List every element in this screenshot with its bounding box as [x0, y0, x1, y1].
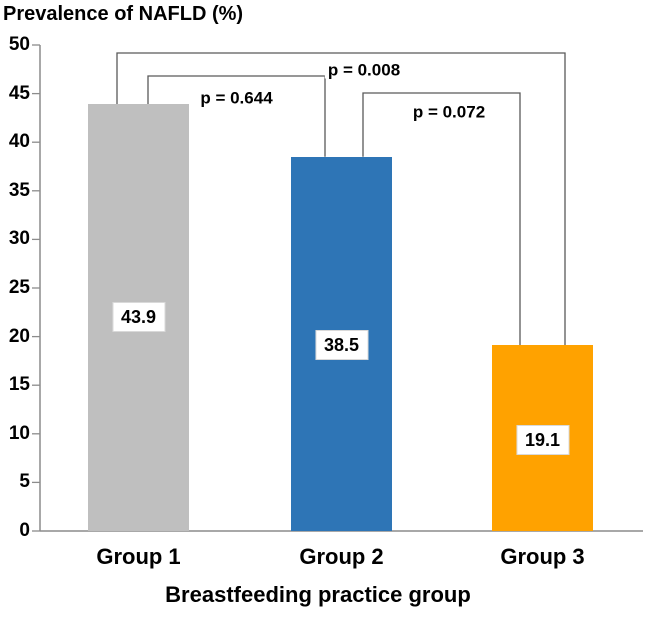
- y-axis-tick-label: 40: [8, 131, 30, 153]
- y-axis-tick-label: 5: [19, 471, 30, 493]
- y-axis-tick-label: 35: [8, 179, 30, 201]
- bar-value-label: 43.9: [111, 302, 166, 332]
- y-axis-tick-label: 50: [8, 34, 30, 56]
- bar-value-label: 38.5: [314, 330, 369, 360]
- x-axis-label-group-3: Group 3: [500, 544, 585, 569]
- y-axis-tick-label: 30: [8, 228, 30, 250]
- y-axis-tick-label: 25: [8, 277, 30, 299]
- bar-value-label: 19.1: [515, 425, 570, 455]
- y-axis-tick-label: 20: [8, 325, 30, 347]
- x-axis-label-group-1: Group 1: [96, 544, 181, 569]
- y-axis-tick-label: 10: [8, 422, 30, 444]
- significance-bracket: [362, 92, 521, 346]
- x-axis-label-group-2: Group 2: [299, 544, 384, 569]
- y-axis-tick-label: 0: [19, 520, 30, 542]
- p-value-label: p = 0.644: [197, 89, 276, 107]
- significance-bracket: [116, 52, 566, 346]
- y-axis-tick-label: 45: [8, 82, 30, 104]
- p-value-label: p = 0.072: [409, 103, 489, 121]
- x-axis-title: Breastfeeding practice group: [165, 582, 471, 607]
- p-value-label: p = 0.008: [324, 61, 404, 79]
- chart-title: Prevalence of NAFLD (%): [3, 3, 244, 25]
- y-axis-tick-label: 15: [8, 374, 30, 396]
- significance-bracket: [147, 75, 326, 157]
